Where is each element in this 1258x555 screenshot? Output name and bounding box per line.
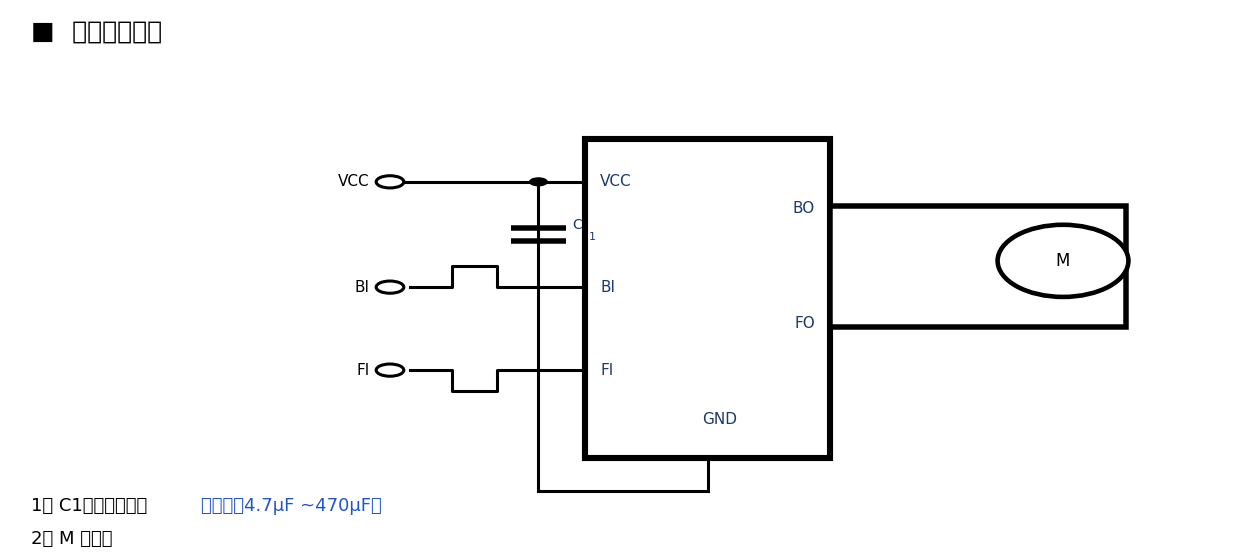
Bar xyxy=(830,206,1126,326)
Text: BO: BO xyxy=(793,201,815,216)
Text: 可选择：4.7μF ~470μF。: 可选择：4.7μF ~470μF。 xyxy=(201,497,382,514)
Text: BI: BI xyxy=(355,280,370,295)
Circle shape xyxy=(530,178,547,186)
Text: ■  典型应用电路: ■ 典型应用电路 xyxy=(31,19,162,43)
Text: C: C xyxy=(572,218,582,232)
Text: FI: FI xyxy=(356,362,370,377)
Circle shape xyxy=(376,281,404,293)
Circle shape xyxy=(376,364,404,376)
Bar xyxy=(585,139,830,458)
Text: FO: FO xyxy=(795,316,815,331)
Text: GND: GND xyxy=(702,412,737,427)
Text: M: M xyxy=(1055,252,1071,270)
Circle shape xyxy=(376,176,404,188)
Text: 1、 C1为滤波电容，: 1、 C1为滤波电容， xyxy=(31,497,147,514)
Text: VCC: VCC xyxy=(600,174,632,189)
Text: 2、 M 为电机: 2、 M 为电机 xyxy=(31,530,113,548)
Text: VCC: VCC xyxy=(338,174,370,189)
Text: FI: FI xyxy=(600,362,614,377)
Ellipse shape xyxy=(998,225,1128,297)
Text: 1: 1 xyxy=(589,232,596,243)
Text: BI: BI xyxy=(600,280,615,295)
